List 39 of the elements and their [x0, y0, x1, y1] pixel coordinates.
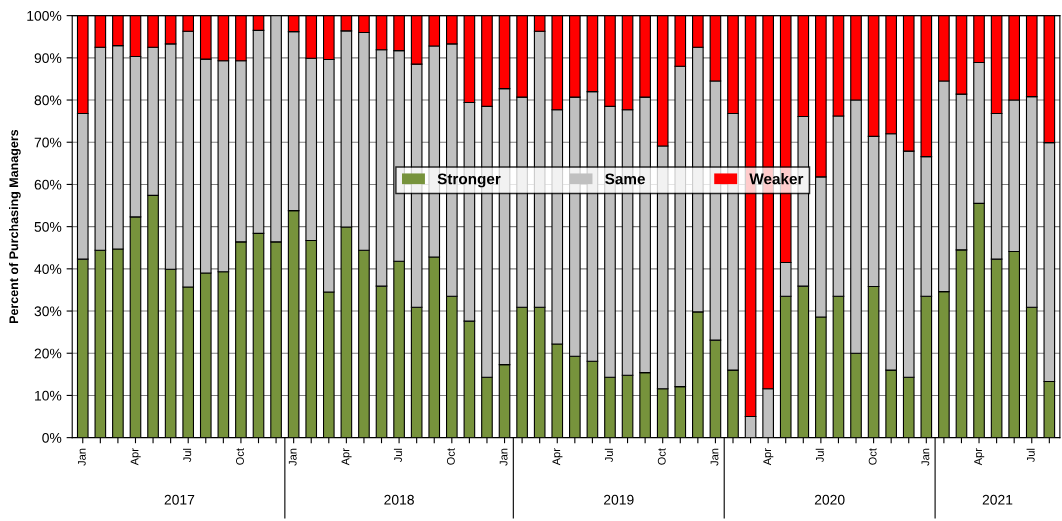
- x-tick-label: Jan: [77, 448, 86, 466]
- y-tick-label: 30%: [34, 306, 62, 317]
- y-tick-label: 10%: [35, 390, 62, 401]
- y-tick-label: 70%: [34, 137, 62, 148]
- x-tick-label: Jul: [815, 448, 824, 463]
- x-tick-label: Jan: [288, 448, 297, 466]
- y-tick-label: 80%: [34, 95, 62, 106]
- legend-label: Same: [605, 173, 645, 185]
- text: 2019: [604, 494, 634, 505]
- x-tick-label: Jan: [499, 448, 508, 466]
- x-tick-label: Oct: [236, 448, 244, 465]
- x-tick-label: Jul: [1026, 448, 1035, 463]
- x-tick-label: Jan: [921, 448, 930, 466]
- x-tick-label: Apr: [552, 448, 563, 466]
- legend-label: Weaker: [749, 173, 804, 185]
- x-tick-label: Oct: [868, 448, 877, 465]
- y-tick-label: 60%: [34, 179, 62, 190]
- x-tick-label: Oct: [446, 448, 455, 465]
- x-tick-label: Apr: [341, 448, 352, 466]
- x-tick-label: Oct: [657, 448, 666, 465]
- text: 2018: [384, 494, 414, 505]
- x-tick-label: Jul: [183, 448, 192, 463]
- text: 2021: [982, 494, 1013, 505]
- legend-label: Stronger: [437, 173, 501, 188]
- y-tick-label: 20%: [34, 348, 62, 359]
- y-tick-label: 100%: [27, 10, 62, 21]
- x-tick-label: Jan: [710, 448, 719, 466]
- x-tick-label: Jul: [604, 448, 613, 463]
- y-axis-title: Percent of Purchasing Managers: [9, 129, 21, 324]
- x-tick-label: Apr: [763, 448, 774, 466]
- y-tick-label: 0%: [42, 432, 62, 443]
- x-tick-label: Apr: [130, 448, 141, 466]
- x-tick-label: Jul: [393, 448, 403, 463]
- text: 2020: [814, 494, 845, 505]
- y-tick-label: 90%: [34, 53, 62, 63]
- y-tick-label: 40%: [34, 264, 62, 275]
- y-tick-label: 50%: [34, 221, 62, 232]
- x-tick-label: Apr: [974, 448, 985, 466]
- text: 2017: [164, 494, 195, 505]
